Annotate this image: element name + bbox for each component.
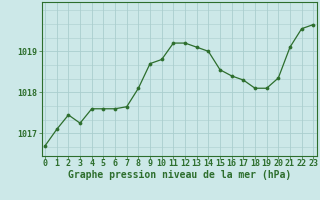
X-axis label: Graphe pression niveau de la mer (hPa): Graphe pression niveau de la mer (hPa)	[68, 170, 291, 180]
